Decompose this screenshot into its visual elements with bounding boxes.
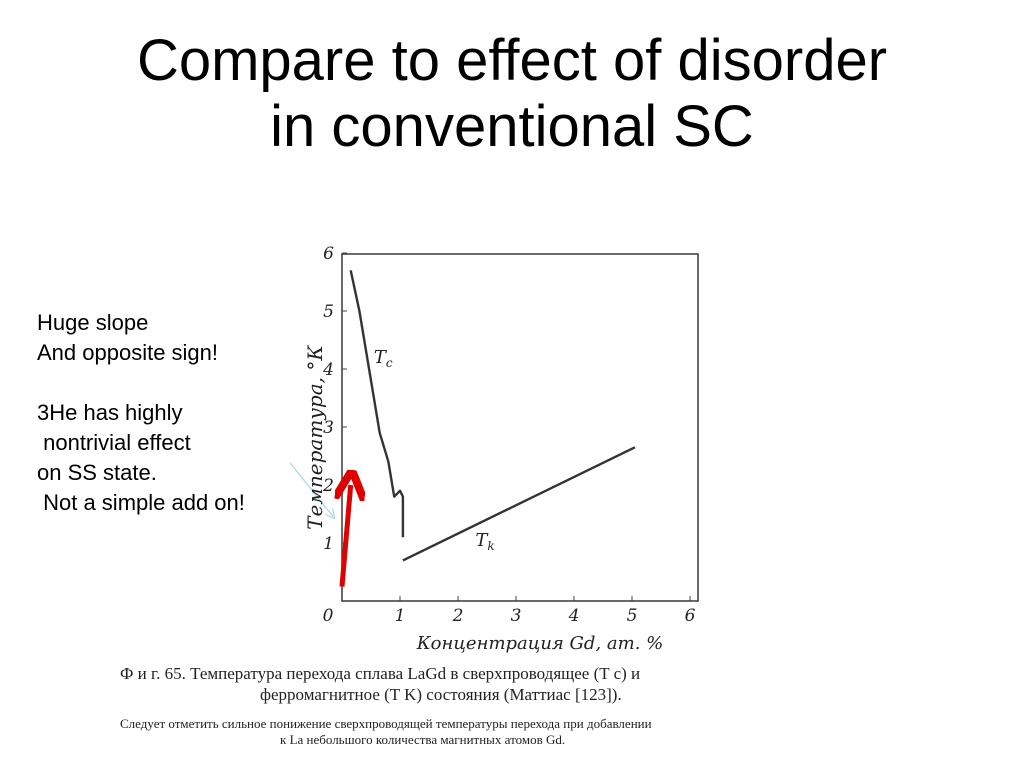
note-gap	[37, 368, 245, 398]
y-tick-label: 6	[323, 244, 334, 264]
x-tick-label: 4	[568, 606, 580, 626]
series-line-tk	[402, 446, 636, 562]
note-line: nontrivial effect	[37, 430, 191, 455]
y-axis-label: Температура, °К	[303, 345, 327, 530]
red-arrow	[342, 485, 351, 587]
series-label-subscript: c	[386, 356, 393, 370]
y-tick-label: 5	[323, 302, 334, 322]
x-tick-label: 2	[452, 606, 464, 626]
note-line: 3He has highly	[37, 400, 183, 425]
caption-line-4: к La небольшого количества магнитных ато…	[280, 732, 566, 747]
y-tick-label: 3	[323, 418, 334, 438]
caption-line-3: Следует отметить сильное понижение сверх…	[120, 716, 652, 731]
x-tick-label: 0	[323, 606, 334, 626]
x-tick-label: 6	[685, 606, 696, 626]
slide-title: Compare to effect of disorder in convent…	[0, 28, 1024, 160]
y-tick-label: 4	[322, 360, 334, 380]
plot-frame	[341, 253, 699, 602]
pointer-arrow	[290, 461, 333, 517]
series-label-tc: Tc	[374, 347, 393, 370]
figure-caption: Ф и г. 65. Температура перехода сплава L…	[120, 664, 890, 748]
series-group: Tc Tk	[349, 270, 636, 562]
note-line: on SS state.	[37, 460, 157, 485]
caption-line-1: Ф и г. 65. Температура перехода сплава L…	[120, 664, 641, 683]
annotation-group	[290, 461, 351, 587]
note-line: And opposite sign!	[37, 340, 219, 365]
series-label-tk: Tk	[475, 530, 494, 553]
plot-border	[341, 253, 699, 602]
caption-line-2: ферромагнитное (T K) состояния (Маттиас …	[260, 685, 622, 704]
series-label-subscript: k	[487, 539, 494, 553]
title-line-1: Compare to effect of disorder	[136, 28, 888, 93]
x-tick-label: 1	[395, 606, 406, 626]
x-tick-label: 5	[627, 606, 638, 626]
note-line: Huge slope	[37, 310, 149, 335]
note-line: Not a simple add on!	[37, 490, 245, 515]
y-tick-label: 1	[323, 534, 334, 554]
notes-text: Huge slope And opposite sign! 3He has hi…	[37, 308, 245, 518]
x-axis-label: Концентрация Gd, ат. %	[416, 633, 664, 654]
x-tick-label: 3	[511, 606, 522, 626]
chart: 1 2 3 4 5 6 0 1 2 3 4 5 6 Tc Tk Температура, °К Конц…	[290, 244, 699, 654]
series-line-tc	[349, 270, 405, 538]
x-tick-labels: 0 1 2 3 4 5 6	[323, 596, 696, 626]
y-tick-label: 2	[322, 476, 334, 496]
title-line-2: in conventional SC	[270, 94, 754, 159]
